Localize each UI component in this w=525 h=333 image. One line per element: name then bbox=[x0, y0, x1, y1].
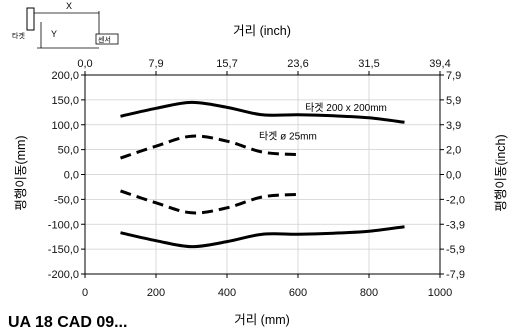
x-bottom-tick-label: 1000 bbox=[428, 287, 452, 299]
x-top-tick-label: 15,7 bbox=[216, 58, 237, 70]
series-1-lower-line bbox=[120, 225, 405, 249]
series-1-label: 타겟 200 x 200mm bbox=[305, 102, 387, 114]
x-bottom-tick-label: 400 bbox=[218, 287, 236, 299]
x-top-tick-label: 23,6 bbox=[287, 58, 308, 70]
y-left-tick-label: 200,0 bbox=[51, 70, 79, 82]
x-top-tick-label: 7,9 bbox=[148, 58, 163, 70]
y-left-tick-label: 0,0 bbox=[64, 170, 79, 182]
y-right-tick-label: -2,0 bbox=[446, 194, 465, 206]
target-block bbox=[26, 7, 35, 31]
x-bottom-tick-label: 800 bbox=[360, 287, 378, 299]
x-top-tick-label: 0,0 bbox=[77, 58, 92, 70]
y-right-tick-label: -3,9 bbox=[446, 219, 465, 231]
product-id: UA 18 CAD 09... bbox=[8, 314, 127, 331]
series-2-upper-line bbox=[120, 134, 299, 160]
left-axis-title: 평행이동(mm) bbox=[13, 135, 28, 210]
y-left-tick-label: 150,0 bbox=[51, 95, 79, 107]
y-left-tick-label: -200,0 bbox=[48, 269, 79, 281]
y-right-tick-label: 3,9 bbox=[446, 120, 461, 132]
diagram-sensor-label: 센서 bbox=[98, 35, 111, 44]
right-axis-title: 평행이동(inch) bbox=[493, 134, 508, 211]
y-right-tick-label: -5,9 bbox=[446, 244, 465, 256]
y-right-tick-label: -7,9 bbox=[446, 269, 465, 281]
diagram-x-label: X bbox=[66, 1, 72, 11]
y-left-tick-label: -50,0 bbox=[54, 194, 79, 206]
series-1-upper-line bbox=[120, 100, 405, 124]
top-axis-title: 거리 (inch) bbox=[233, 24, 291, 38]
setup-diagram: X Y 타겟 센서 bbox=[12, 1, 119, 49]
plot-area: 0 200 400 600 800 1000 0,0 7,9 15,7 23,6 31,5 39,4 2… bbox=[48, 58, 465, 299]
x-top-tick-label: 39,4 bbox=[429, 58, 450, 70]
diagram-target-label: 타겟 bbox=[12, 31, 25, 40]
y-left-tick-label: -150,0 bbox=[48, 244, 79, 256]
bottom-axis-title: 거리 (mm) bbox=[234, 313, 290, 327]
x-bottom-tick-label: 0 bbox=[82, 287, 88, 299]
sensor-block bbox=[95, 33, 119, 45]
series-2-label: 타겟 ø 25mm bbox=[259, 131, 317, 143]
x-top-tick-label: 31,5 bbox=[358, 58, 379, 70]
x-bottom-tick-label: 200 bbox=[147, 287, 165, 299]
y-right-tick-label: 7,9 bbox=[446, 70, 461, 82]
y-left-tick-label: 100,0 bbox=[51, 120, 79, 132]
diagram-y-label: Y bbox=[51, 29, 57, 39]
series-2-lower-line bbox=[120, 189, 299, 215]
y-right-tick-label: 2,0 bbox=[446, 145, 461, 157]
y-right-tick-label: 5,9 bbox=[446, 95, 461, 107]
y-right-tick-label: 0,0 bbox=[446, 170, 461, 182]
x-bottom-tick-label: 600 bbox=[289, 287, 307, 299]
y-left-tick-label: -100,0 bbox=[48, 219, 79, 231]
y-left-tick-label: 50,0 bbox=[58, 145, 79, 157]
